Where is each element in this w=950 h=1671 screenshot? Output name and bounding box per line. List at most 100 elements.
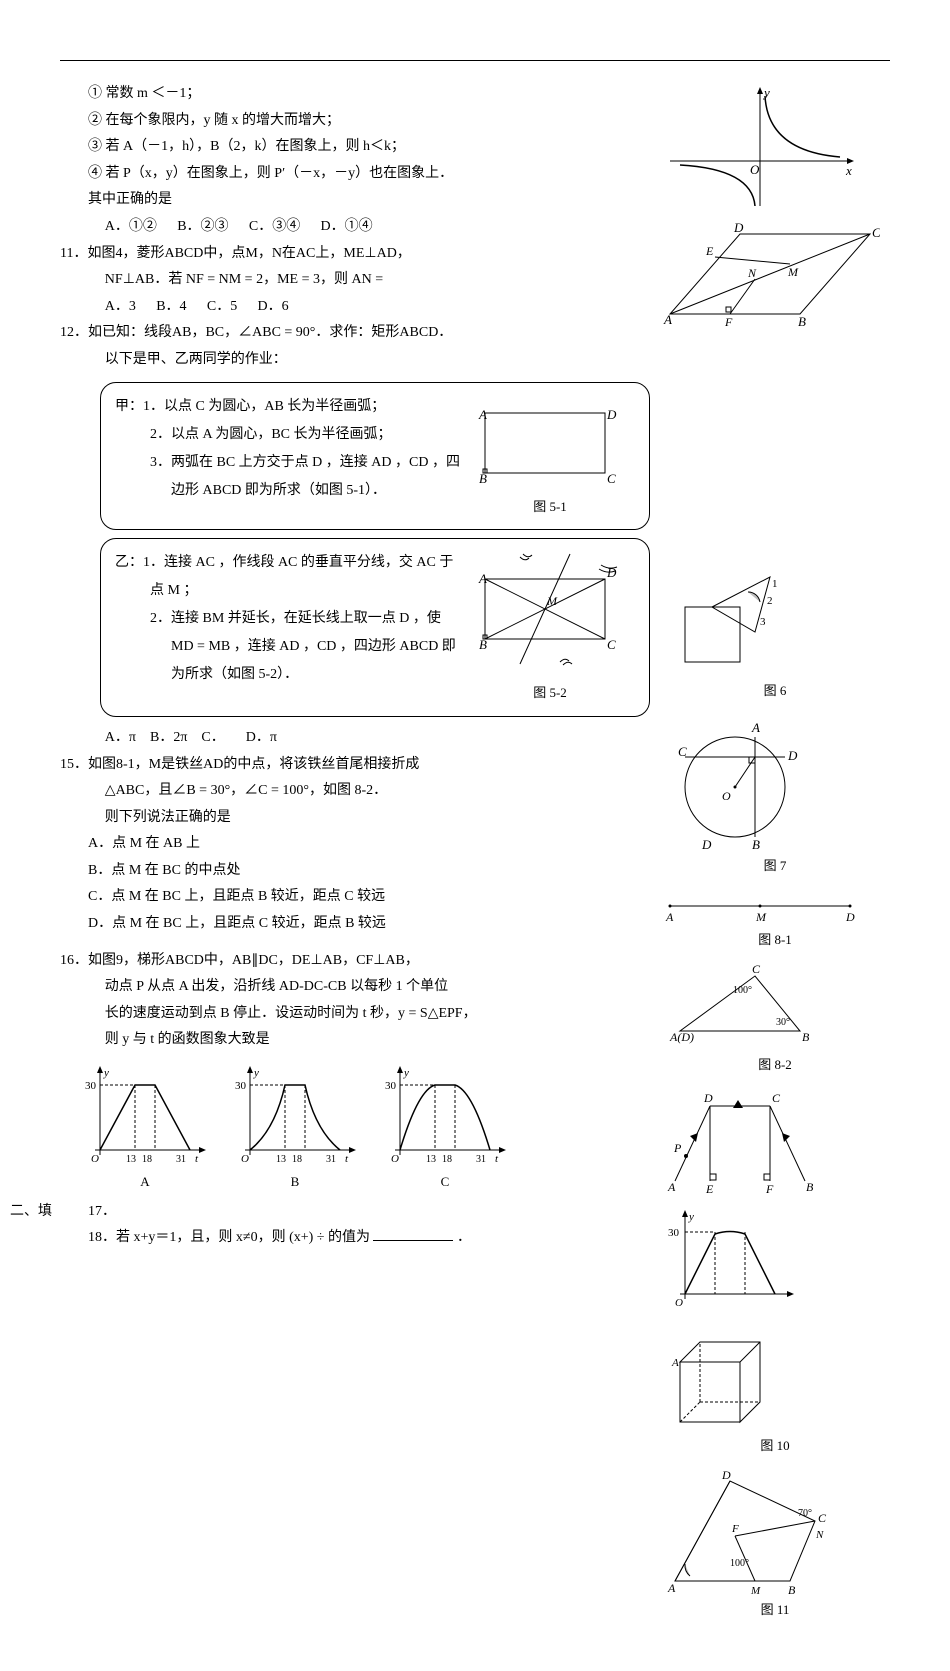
svg-text:M: M [750,1585,761,1596]
chart-C-label: C [380,1170,510,1195]
svg-text:N: N [815,1529,824,1541]
fig7-label: 图 7 [660,854,890,879]
svg-text:F: F [765,1182,774,1196]
fig81-label: 图 8-1 [660,928,890,953]
svg-text:B: B [806,1180,814,1194]
svg-text:1: 1 [772,578,778,590]
svg-text:100°: 100° [733,985,752,996]
chart-C: 30 O 13 18 31 t y [380,1060,510,1170]
fig11-label: 图 11 [660,1598,890,1623]
svg-text:x: x [845,163,852,178]
chart-D: 30 O y [660,1204,800,1314]
q11-optD: D．6 [258,299,289,314]
q10-optA: A．①② [105,219,157,234]
svg-text:y: y [762,85,770,100]
q11-optC: C．5 [207,299,237,314]
q11-optB: B．4 [156,299,186,314]
svg-text:O: O [91,1153,99,1165]
q14-opts: A．π B．2π C． D．π [60,725,650,752]
q12-yi1: 乙：1．连接 AC ，作线段 AC 的垂直平分线，交 AC 于点 M ； [115,549,465,605]
q16-line4: 则 y 与 t 的函数图象大致是 [60,1027,650,1054]
svg-text:y: y [103,1067,109,1079]
svg-text:O: O [722,789,731,803]
q15-line1: 15．如图8-1，M是铁丝AD的中点，将该铁丝首尾相接折成 [60,752,650,779]
svg-text:C: C [678,744,687,759]
fig-hyperbola: y x O [660,81,860,211]
svg-text:30: 30 [85,1080,97,1092]
svg-text:30: 30 [385,1080,397,1092]
q12-jia-box: 甲：1．以点 C 为圆心，AB 长为半径画弧； 2．以点 A 为圆心，BC 长为… [100,382,650,531]
svg-text:E: E [705,1182,714,1196]
svg-text:C: C [772,1091,781,1105]
fig-8-2: A(D) B C 100° 30° [660,961,830,1051]
q10-optC: C．③④ [249,219,300,234]
svg-text:D: D [606,565,617,580]
fig-11: A B C D M N F 100° 70° [660,1466,830,1596]
q12-jia3: 3．两弧在 BC 上方交于点 D ，连接 AD ，CD ，四边形 ABCD 即为… [115,449,465,505]
svg-text:2: 2 [767,595,773,607]
svg-text:31: 31 [326,1154,336,1165]
q12-line1: 12．如已知：线段AB，BC，∠ABC = 90°．求作：矩形ABCD． [60,320,650,347]
svg-text:F: F [731,1523,739,1535]
fig52-label: 图 5-2 [465,681,635,706]
chart-A: 30 O 13 18 31 t y [80,1060,210,1170]
svg-text:B: B [788,1583,796,1596]
svg-text:C: C [752,962,761,976]
q15-optC: C．点 M 在 BC 上，且距点 B 较近，距点 C 较远 [60,884,650,911]
fig51-label: 图 5-1 [465,495,635,520]
svg-text:D: D [733,220,744,235]
fig-9: D C A E F B P [660,1086,830,1196]
svg-text:N: N [747,266,757,280]
svg-text:O: O [750,162,760,177]
svg-text:13: 13 [126,1154,136,1165]
q11-options: A．3 B．4 C．5 D．6 [60,294,650,321]
svg-text:M: M [755,910,767,924]
q16-line3: 长的速度运动到点 B 停止．设运动时间为 t 秒，y = S△EPF， [60,1001,650,1028]
svg-text:M: M [546,594,558,608]
fig6-label: 图 6 [660,679,890,704]
q17: 17． [60,1204,116,1219]
q16-line1: 16．如图9，梯形ABCD中，AB∥DC，DE⊥AB，CF⊥AB， [60,948,650,975]
svg-text:A: A [478,407,487,422]
q16-charts: 30 O 13 18 31 t y A 30 O 13 18 31 t y [60,1060,650,1195]
fig-7: A C D O B D [660,712,810,852]
q16-line2: 动点 P 从点 A 出发，沿折线 AD-DC-CB 以每秒 1 个单位 [60,974,650,1001]
q10-s2: ② 在每个象限内，y 随 x 的增大而增大； [60,108,650,135]
svg-text:C: C [872,225,880,240]
fig-6: 1 2 3 [660,557,780,677]
svg-text:C: C [607,471,616,486]
svg-text:B: B [479,637,487,652]
svg-text:A: A [751,720,760,735]
svg-text:C: C [818,1511,827,1525]
section2-label: 二、填 [10,1199,52,1226]
fig-4-rhombus: A B C D E F N M [660,219,880,329]
fig-8-1: A M D [660,886,860,926]
q15-optB: B．点 M 在 BC 的中点处 [60,858,650,885]
svg-text:P: P [673,1141,682,1155]
chart-A-label: A [80,1170,210,1195]
svg-text:30: 30 [668,1227,680,1239]
q18-blank [373,1226,453,1241]
svg-text:31: 31 [176,1154,186,1165]
q15-optD: D．点 M 在 BC 上，且距点 C 较近，距点 B 较远 [60,911,650,938]
svg-text:18: 18 [292,1154,302,1165]
svg-text:A: A [667,1180,676,1194]
svg-text:D: D [606,407,617,422]
q10-s5: 其中正确的是 [60,187,650,214]
svg-text:y: y [253,1067,259,1079]
svg-text:A(D): A(D) [669,1030,694,1044]
svg-text:D: D [703,1091,713,1105]
q11-line1: 11．如图4，菱形ABCD中，点M，N在AC上，ME⊥AD， [60,241,650,268]
q15-line3: 则下列说法正确的是 [60,805,650,832]
svg-text:3: 3 [760,616,766,628]
svg-text:18: 18 [442,1154,452,1165]
svg-text:A: A [671,1357,679,1369]
svg-text:t: t [495,1153,499,1165]
q12-yi-box: 乙：1．连接 AC ，作线段 AC 的垂直平分线，交 AC 于点 M ； 2．连… [100,538,650,717]
q10-s3: ③ 若 A（－1，h），B（2，k）在图象上，则 h＜k； [60,134,650,161]
fig82-label: 图 8-2 [660,1053,890,1078]
q12-line2: 以下是甲、乙两同学的作业： [60,347,650,374]
svg-text:A: A [665,910,674,924]
q11-line2: NF⊥AB．若 NF = NM = 2，ME = 3，则 AN = [60,267,650,294]
svg-text:B: B [479,471,487,486]
